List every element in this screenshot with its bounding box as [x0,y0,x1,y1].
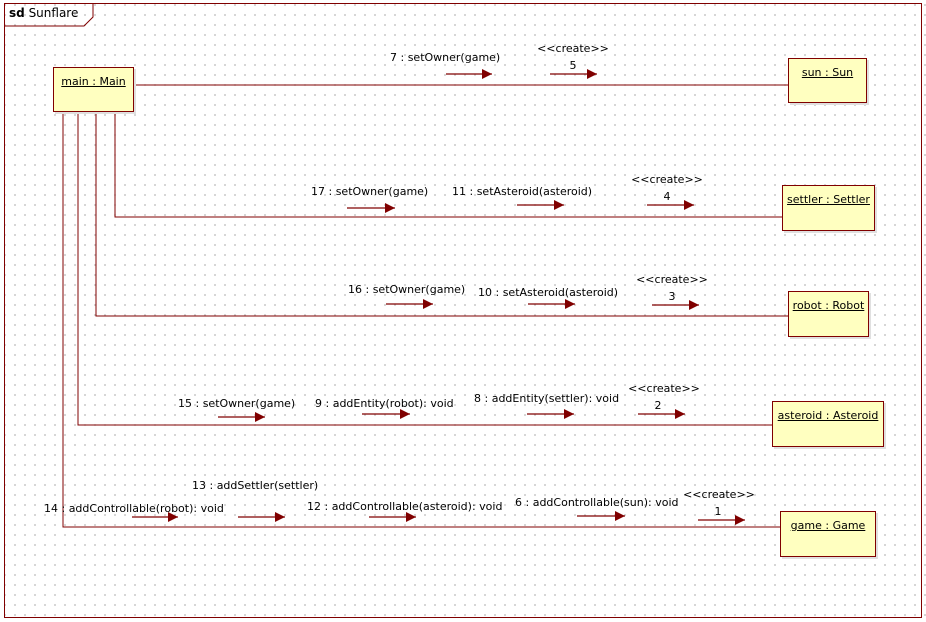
link-main-asteroid [77,112,772,426]
object-main[interactable]: main : Main [53,67,134,112]
message-15-label: 15 : setOwner(game) [178,397,296,410]
message-5-number: 5 [569,59,577,72]
message-1-stereotype: <<create>> [683,488,755,501]
link-main-robot [95,112,788,317]
message-12-label: 12 : addControllable(asteroid): void [307,500,503,513]
object-asteroid-label: asteroid : Asteroid [777,409,879,422]
message-8-label: 8 : addEntity(settler): void [474,392,620,405]
message-13-label: 13 : addSettler(settler) [192,479,319,492]
sequence-diagram-frame [4,3,922,618]
object-sun-label: sun : Sun [801,66,854,79]
object-robot-label: robot : Robot [792,299,865,312]
object-sun[interactable]: sun : Sun [788,58,867,103]
object-robot[interactable]: robot : Robot [788,291,869,337]
object-asteroid[interactable]: asteroid : Asteroid [772,401,884,447]
message-10-label: 10 : setAsteroid(asteroid) [478,286,619,299]
message-11-label: 11 : setAsteroid(asteroid) [452,185,593,198]
message-14-label: 14 : addControllable(robot): void [44,502,224,515]
message-9-label: 9 : addEntity(robot): void [315,397,454,410]
object-settler-label: settler : Settler [787,193,870,206]
object-settler[interactable]: settler : Settler [782,185,875,231]
object-main-label: main : Main [61,75,126,88]
message-3-stereotype: <<create>> [636,273,708,286]
message-4-number: 4 [663,190,671,203]
object-game[interactable]: game : Game [780,511,876,557]
frame-title: sd Sunflare [9,6,78,20]
frame-name-tab [4,3,94,27]
message-3-number: 3 [668,290,676,303]
frame-name: Sunflare [28,6,79,20]
message-1-number: 1 [714,505,722,518]
message-16-label: 16 : setOwner(game) [348,283,466,296]
link-main-game [62,112,780,528]
message-7-label: 7 : setOwner(game) [390,51,501,64]
link-main-settler [114,112,782,218]
message-5-stereotype: <<create>> [537,42,609,55]
message-2-number: 2 [654,399,662,412]
message-2-stereotype: <<create>> [628,382,700,395]
message-6-label: 6 : addControllable(sun): void [515,496,679,509]
message-17-label: 17 : setOwner(game) [311,185,429,198]
object-game-label: game : Game [790,519,866,532]
message-4-stereotype: <<create>> [631,173,703,186]
frame-keyword: sd [9,6,25,20]
